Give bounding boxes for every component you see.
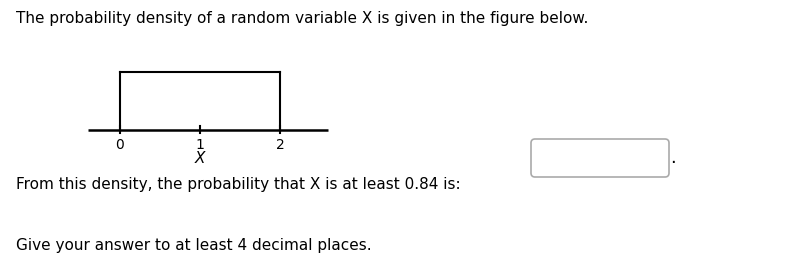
Text: 0: 0 xyxy=(116,138,124,152)
Text: 2: 2 xyxy=(276,138,284,152)
FancyBboxPatch shape xyxy=(531,139,669,177)
Text: From this density, the probability that X is at least 0.84 is:: From this density, the probability that … xyxy=(16,177,461,192)
Text: X: X xyxy=(194,152,206,167)
Text: The probability density of a random variable X is given in the figure below.: The probability density of a random vari… xyxy=(16,11,588,26)
Text: .: . xyxy=(670,149,676,167)
Text: 1: 1 xyxy=(195,138,205,152)
Text: Give your answer to at least 4 decimal places.: Give your answer to at least 4 decimal p… xyxy=(16,238,372,253)
